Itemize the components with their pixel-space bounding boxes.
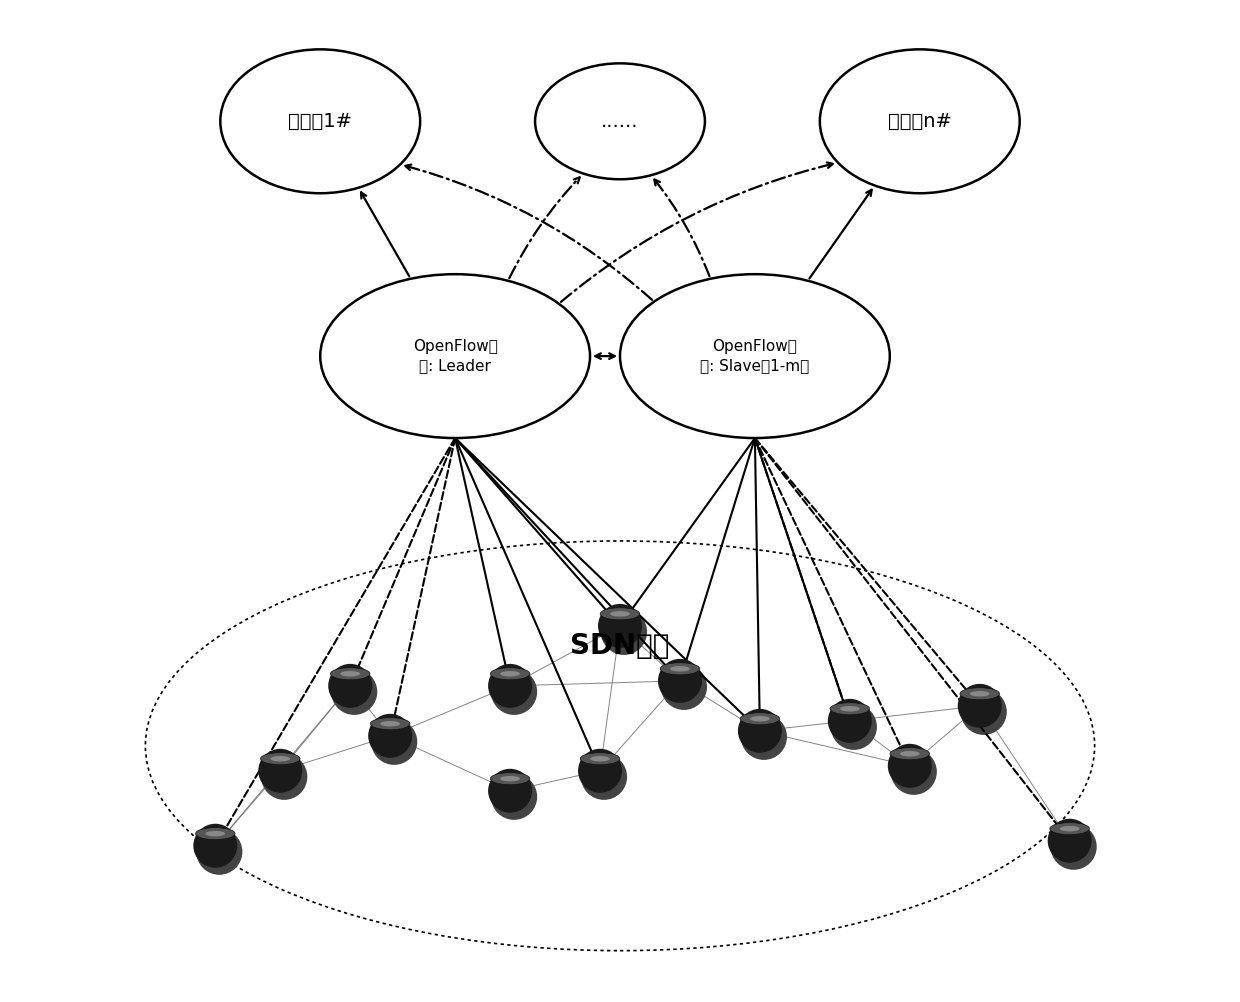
- Ellipse shape: [206, 831, 226, 837]
- Circle shape: [580, 754, 627, 800]
- Circle shape: [961, 688, 1007, 734]
- Text: 控制器1#: 控制器1#: [288, 112, 352, 131]
- Ellipse shape: [750, 716, 770, 721]
- Ellipse shape: [490, 773, 529, 785]
- Circle shape: [1048, 819, 1091, 863]
- Ellipse shape: [320, 275, 590, 438]
- Ellipse shape: [660, 662, 699, 674]
- Ellipse shape: [330, 667, 370, 679]
- Ellipse shape: [500, 776, 520, 782]
- Ellipse shape: [381, 721, 401, 726]
- Text: ......: ......: [601, 112, 639, 131]
- Circle shape: [957, 683, 1002, 727]
- Ellipse shape: [820, 49, 1019, 193]
- Ellipse shape: [221, 49, 420, 193]
- Circle shape: [489, 664, 532, 707]
- Circle shape: [888, 743, 931, 788]
- Circle shape: [368, 713, 412, 758]
- Circle shape: [262, 754, 308, 800]
- Circle shape: [740, 713, 787, 760]
- Ellipse shape: [1050, 823, 1090, 835]
- Circle shape: [661, 663, 707, 710]
- Circle shape: [828, 698, 872, 742]
- Ellipse shape: [196, 828, 236, 840]
- Ellipse shape: [490, 667, 529, 679]
- Ellipse shape: [340, 671, 360, 676]
- Ellipse shape: [371, 717, 410, 729]
- Ellipse shape: [610, 611, 630, 616]
- Circle shape: [601, 609, 647, 655]
- Circle shape: [658, 659, 702, 702]
- Ellipse shape: [500, 671, 520, 676]
- Ellipse shape: [900, 750, 920, 757]
- Text: 控制器n#: 控制器n#: [888, 112, 952, 131]
- Circle shape: [371, 718, 417, 765]
- Ellipse shape: [590, 756, 610, 762]
- Ellipse shape: [260, 753, 300, 765]
- Ellipse shape: [670, 666, 689, 671]
- Ellipse shape: [620, 275, 890, 438]
- Circle shape: [831, 703, 877, 749]
- Circle shape: [578, 748, 622, 793]
- Text: OpenFlow代
理: Leader: OpenFlow代 理: Leader: [413, 339, 497, 374]
- Ellipse shape: [740, 712, 780, 724]
- Circle shape: [193, 824, 237, 868]
- Ellipse shape: [839, 706, 859, 711]
- Ellipse shape: [970, 691, 990, 696]
- Circle shape: [890, 748, 937, 795]
- Ellipse shape: [536, 63, 704, 179]
- Circle shape: [196, 829, 242, 875]
- Ellipse shape: [960, 687, 999, 699]
- Ellipse shape: [580, 753, 620, 765]
- Circle shape: [489, 769, 532, 813]
- Ellipse shape: [1060, 826, 1080, 832]
- Ellipse shape: [890, 747, 930, 760]
- Circle shape: [258, 748, 303, 793]
- Circle shape: [491, 668, 537, 715]
- Circle shape: [1050, 824, 1096, 870]
- Ellipse shape: [270, 756, 290, 762]
- Circle shape: [331, 668, 377, 715]
- Circle shape: [738, 708, 782, 753]
- Circle shape: [491, 774, 537, 820]
- Circle shape: [329, 664, 372, 707]
- Ellipse shape: [600, 608, 640, 620]
- Circle shape: [598, 604, 642, 648]
- Text: OpenFlow代
理: Slave（1-m）: OpenFlow代 理: Slave（1-m）: [701, 339, 810, 374]
- Ellipse shape: [830, 702, 869, 714]
- Text: SDN网络: SDN网络: [570, 632, 670, 660]
